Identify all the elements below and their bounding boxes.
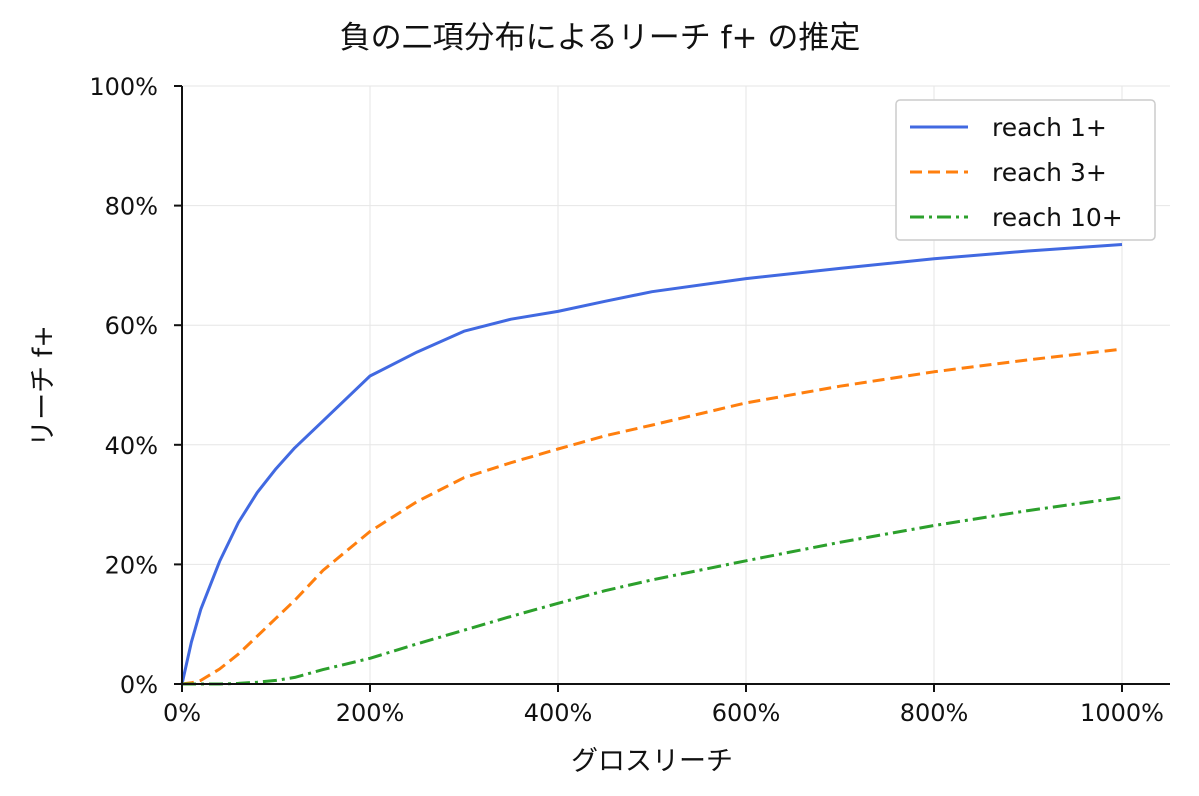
- y-axis-label: リーチ f+: [28, 325, 59, 447]
- legend-label-2: reach 3+: [992, 158, 1107, 187]
- y-ticks: 0% 20% 40% 60% 80% 100%: [89, 73, 182, 699]
- y-tick-label: 80%: [105, 193, 158, 221]
- x-axis-label: グロスリーチ: [571, 746, 733, 777]
- y-tick-label: 0%: [120, 671, 158, 699]
- x-ticks: 0% 200% 400% 600% 800% 1000%: [163, 684, 1164, 727]
- x-tick-label: 400%: [524, 699, 593, 727]
- chart-title: 負の二項分布によるリーチ f+ の推定: [340, 20, 861, 56]
- y-tick-label: 40%: [105, 432, 158, 460]
- x-tick-label: 1000%: [1080, 699, 1164, 727]
- y-tick-label: 20%: [105, 551, 158, 579]
- x-tick-label: 200%: [336, 699, 405, 727]
- x-tick-label: 800%: [900, 699, 969, 727]
- legend-box: [895, 99, 1156, 241]
- series-layer: [180, 243, 1123, 686]
- legend-label-3: reach 10+: [992, 203, 1123, 232]
- x-tick-label: 600%: [712, 699, 781, 727]
- series-line-3: [182, 495, 1123, 686]
- series-line-1: [180, 243, 1123, 685]
- y-tick-label: 60%: [105, 312, 158, 340]
- legend-label-1: reach 1+: [992, 113, 1107, 142]
- series-line-2: [181, 347, 1123, 686]
- y-tick-label: 100%: [89, 73, 158, 101]
- x-tick-label: 0%: [163, 699, 201, 727]
- legend: reach 1+ reach 3+ reach 10+: [895, 99, 1156, 241]
